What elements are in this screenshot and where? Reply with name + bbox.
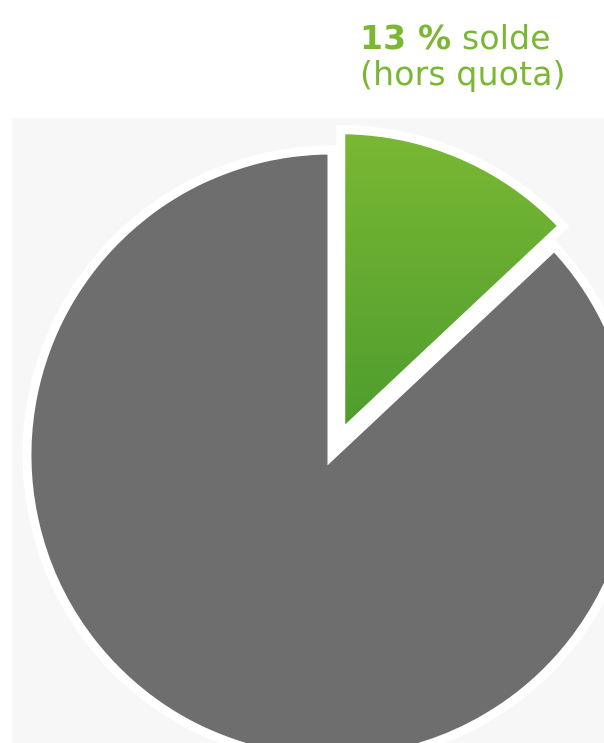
slice-name-label-line2: (hors quota) <box>360 54 566 93</box>
slice-percent-label: 13 % <box>360 18 452 57</box>
pie-slice-solde <box>336 125 570 446</box>
pie-slice-remainder <box>22 145 604 743</box>
slice-name-label: solde <box>461 18 551 57</box>
slice-annotation: 13 % solde (hors quota) <box>360 20 600 92</box>
